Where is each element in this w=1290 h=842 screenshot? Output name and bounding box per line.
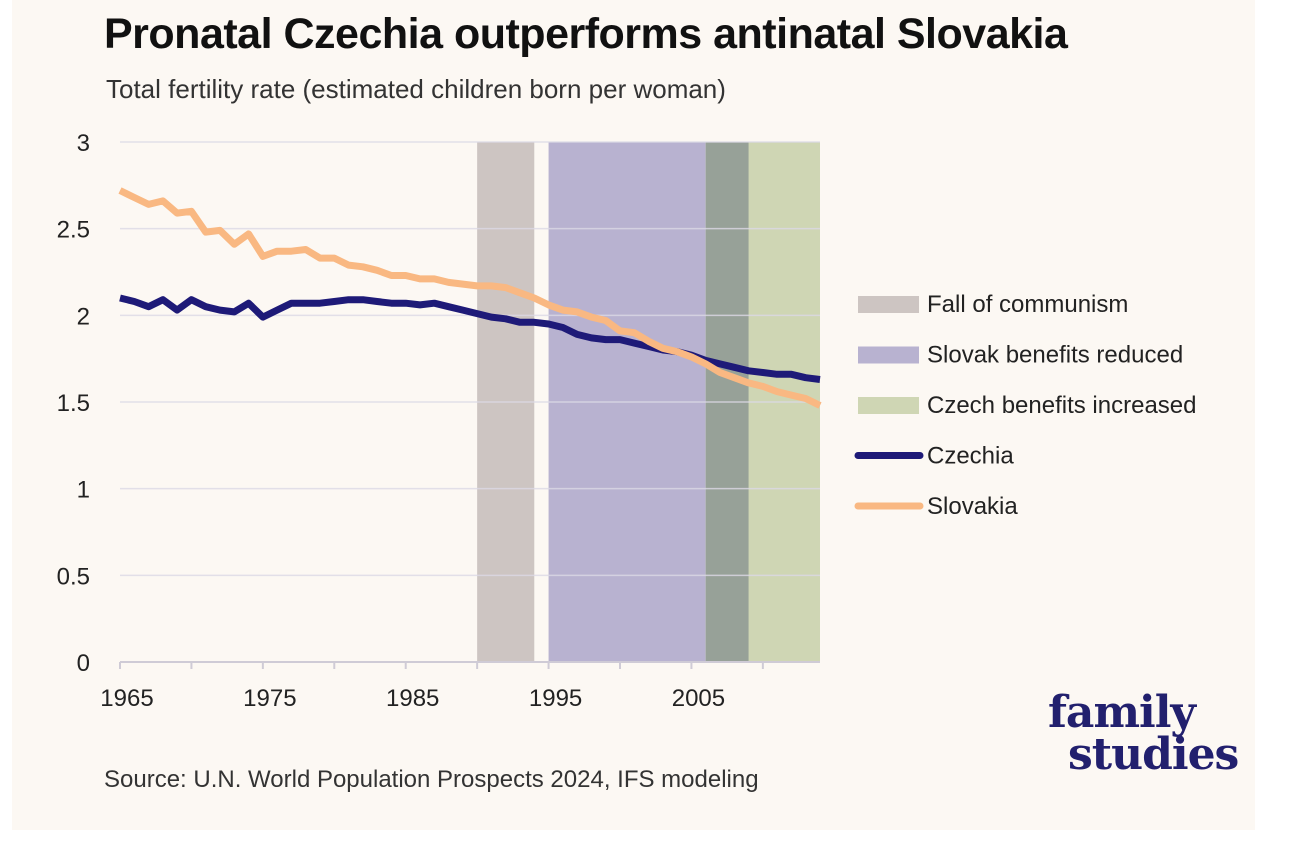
y-tick-label: 1.5 [57, 390, 90, 417]
legend-swatch-czech-benefits-increased [858, 397, 919, 414]
y-tick-label: 0.5 [57, 563, 90, 590]
y-tick-label: 1 [77, 477, 90, 504]
x-tick-label: 1975 [243, 685, 296, 712]
source-note: Source: U.N. World Population Prospects … [104, 766, 759, 793]
legend-label-czech-benefits-increased: Czech benefits increased [927, 392, 1196, 419]
legend-label-slovakia: Slovakia [927, 493, 1018, 520]
legend: Fall of communism Slovak benefits reduced… [854, 291, 1196, 520]
chart-title: Pronatal Czechia outperforms antinatal S… [104, 10, 1068, 58]
axes: 0 0.5 1 1.5 2 2.5 3 1965 1975 1985 1995 2005 [57, 130, 820, 712]
y-tick-label: 2.5 [57, 217, 90, 244]
y-tick-label: 0 [77, 650, 90, 677]
brand-line-1: family [1048, 687, 1196, 738]
x-tick-label: 2005 [672, 685, 725, 712]
legend-label-czechia: Czechia [927, 443, 1014, 470]
chart-subtitle: Total fertility rate (estimated children… [106, 74, 726, 104]
series-lines [118, 187, 822, 409]
legend-swatch-fall-of-communism [858, 296, 919, 313]
x-tick-label: 1965 [100, 685, 153, 712]
y-tick-label: 3 [77, 130, 90, 157]
legend-label-slovak-benefits-reduced: Slovak benefits reduced [927, 342, 1183, 369]
x-tick-label: 1985 [386, 685, 439, 712]
x-tick-label: 1995 [529, 685, 582, 712]
legend-swatch-slovak-benefits-reduced [858, 346, 919, 364]
y-tick-label: 2 [77, 303, 90, 330]
series-line-slovakia [118, 187, 822, 409]
brand-logo: family studies [1048, 687, 1239, 780]
legend-label-fall-of-communism: Fall of communism [927, 291, 1128, 318]
brand-line-2: studies [1068, 729, 1239, 780]
